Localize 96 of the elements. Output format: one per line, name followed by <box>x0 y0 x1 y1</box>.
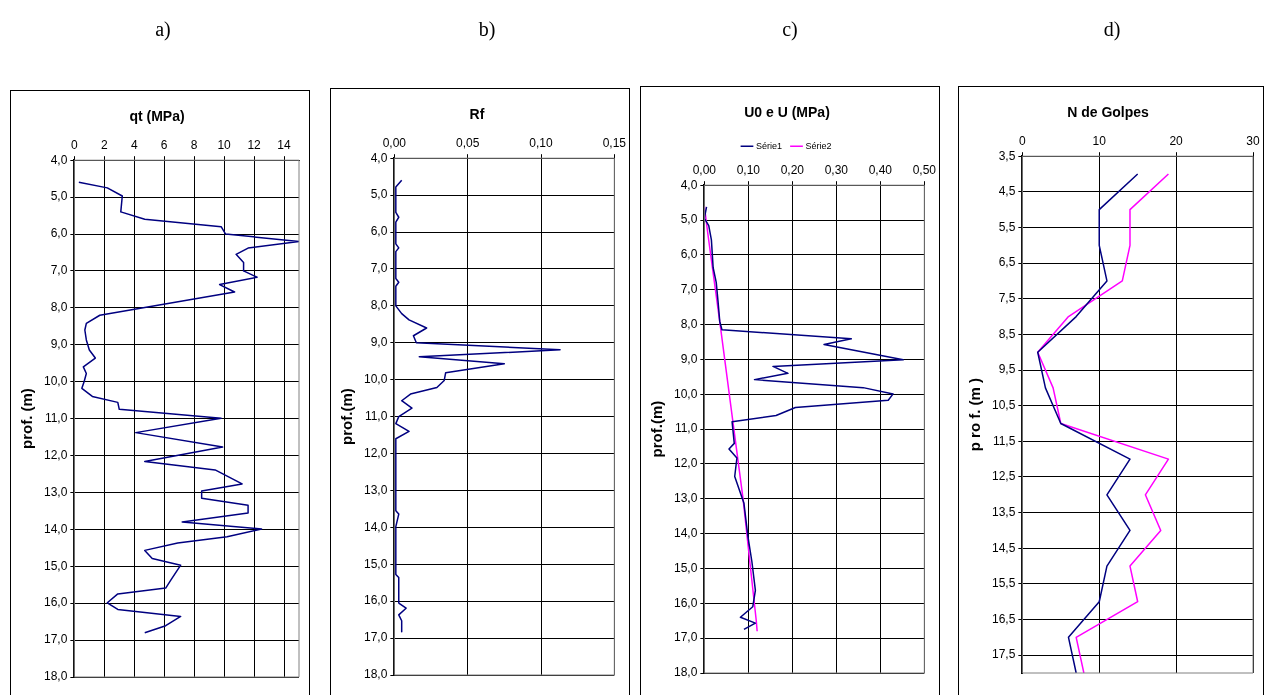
y-tick-label: 10,0 <box>674 386 698 401</box>
y-tick-label: 7,0 <box>680 282 698 297</box>
x-tick-label: 12 <box>247 138 262 153</box>
y-tick-label: 13,0 <box>364 482 388 497</box>
y-tick-label: 13,5 <box>992 504 1016 519</box>
text: b) <box>477 18 497 41</box>
y-tick-label: 12,0 <box>674 456 698 471</box>
y-tick-label: 4,0 <box>680 177 698 192</box>
y-tick-label: 7,0 <box>50 263 68 278</box>
y-tick-label: 14,0 <box>674 525 698 540</box>
x-tick-label: 0,10 <box>736 163 761 178</box>
x-tick-label: 2 <box>100 138 108 153</box>
y-axis-title: p ro f. (m ) <box>966 377 984 452</box>
y-axis-title: prof.(m) <box>648 400 666 458</box>
y-tick-label: 7,0 <box>370 261 388 276</box>
y-tick-label: 14,0 <box>364 519 388 534</box>
y-tick-label: 11,0 <box>44 410 68 425</box>
y-tick-label: 11,0 <box>364 408 388 423</box>
y-tick-label: 5,0 <box>680 212 698 227</box>
y-tick-label: 3,5 <box>998 148 1016 163</box>
y-tick-label: 5,0 <box>50 189 68 204</box>
y-tick-label: 18,0 <box>364 667 388 682</box>
x-tick-label: 30 <box>1246 134 1260 149</box>
y-tick-label: 6,0 <box>680 247 698 262</box>
y-tick-label: 11,5 <box>992 433 1016 448</box>
y-tick-label: 16,5 <box>992 611 1016 626</box>
y-tick-label: 13,0 <box>44 484 68 499</box>
x-tick-label: 10 <box>1092 134 1107 149</box>
y-tick-label: 9,5 <box>998 362 1016 377</box>
y-tick-label: 17,0 <box>364 630 388 645</box>
y-tick-label: 15,0 <box>364 556 388 571</box>
y-tick-label: 9,0 <box>50 337 68 352</box>
x-tick-label: 0,15 <box>602 136 627 151</box>
y-tick-label: 15,0 <box>44 558 68 573</box>
y-tick-label: 17,0 <box>44 632 68 647</box>
chart-title: Rf <box>469 106 485 123</box>
x-tick-label: 0,05 <box>456 136 480 151</box>
x-tick-label: 0,30 <box>824 163 849 178</box>
y-tick-label: 12,0 <box>44 447 68 462</box>
y-tick-label: 8,0 <box>50 300 68 315</box>
y-tick-label: 10,0 <box>364 372 388 386</box>
y-tick-label: 12,5 <box>992 469 1016 484</box>
y-tick-label: 15,0 <box>674 560 698 575</box>
chart-title: U0 e U (MPa) <box>744 104 830 121</box>
text: a) <box>154 18 172 41</box>
y-tick-label: 4,0 <box>370 150 388 165</box>
y-tick-label: 16,0 <box>364 593 388 608</box>
x-tick-label: 0,50 <box>912 163 937 178</box>
x-tick-label: 14 <box>277 138 292 153</box>
x-tick-label: 0 <box>71 138 79 153</box>
x-tick-label: 0,40 <box>868 163 893 178</box>
y-tick-label: 8,0 <box>370 298 388 313</box>
y-tick-label: 6,0 <box>50 226 68 241</box>
y-tick-label: 9,0 <box>370 335 388 350</box>
y-axis-title: prof.(m) <box>338 388 356 445</box>
legend-label: Série1 <box>755 140 782 151</box>
x-tick-label: 0,00 <box>692 163 717 178</box>
x-tick-label: 6 <box>160 138 168 153</box>
y-tick-label: 7,5 <box>998 291 1016 306</box>
y-axis-title: prof. (m) <box>18 388 36 450</box>
y-tick-label: 9,0 <box>680 351 698 366</box>
y-tick-label: 15,5 <box>992 576 1016 591</box>
y-tick-label: 10,0 <box>44 374 68 388</box>
y-tick-label: 4,0 <box>50 152 68 167</box>
chart-title: qt (MPa) <box>129 108 185 125</box>
y-tick-label: 16,0 <box>674 595 698 610</box>
x-tick-label: 0,20 <box>780 163 805 178</box>
y-tick-label: 8,5 <box>998 326 1016 341</box>
y-tick-label: 8,0 <box>680 316 698 331</box>
x-tick-label: 0,00 <box>382 136 407 151</box>
text: c) <box>781 18 799 41</box>
chart-title: N de Golpes <box>1067 104 1150 121</box>
x-tick-label: 4 <box>130 138 138 153</box>
y-tick-label: 13,0 <box>674 491 698 506</box>
y-tick-label: 17,5 <box>992 647 1016 662</box>
y-tick-label: 5,5 <box>998 219 1016 234</box>
y-tick-label: 6,5 <box>998 255 1016 270</box>
y-tick-label: 18,0 <box>44 669 68 684</box>
x-tick-label: 8 <box>190 138 198 153</box>
x-tick-label: 10 <box>217 138 232 153</box>
y-tick-label: 16,0 <box>44 595 68 610</box>
y-tick-label: 4,5 <box>998 184 1016 199</box>
x-tick-label: 0,10 <box>529 136 553 151</box>
x-tick-label: 0 <box>1019 134 1027 149</box>
y-tick-label: 11,0 <box>674 421 698 436</box>
y-tick-label: 6,0 <box>370 224 388 239</box>
text: d) <box>1102 18 1122 41</box>
legend-label: Série2 <box>805 140 832 151</box>
y-tick-label: 12,0 <box>364 445 388 460</box>
y-tick-label: 17,0 <box>674 630 698 645</box>
y-tick-label: 5,0 <box>370 187 388 202</box>
y-tick-label: 14,0 <box>44 521 68 536</box>
y-tick-label: 18,0 <box>674 665 698 680</box>
x-tick-label: 20 <box>1169 134 1184 149</box>
y-tick-label: 14,5 <box>992 540 1016 555</box>
y-tick-label: 10,5 <box>992 398 1016 412</box>
